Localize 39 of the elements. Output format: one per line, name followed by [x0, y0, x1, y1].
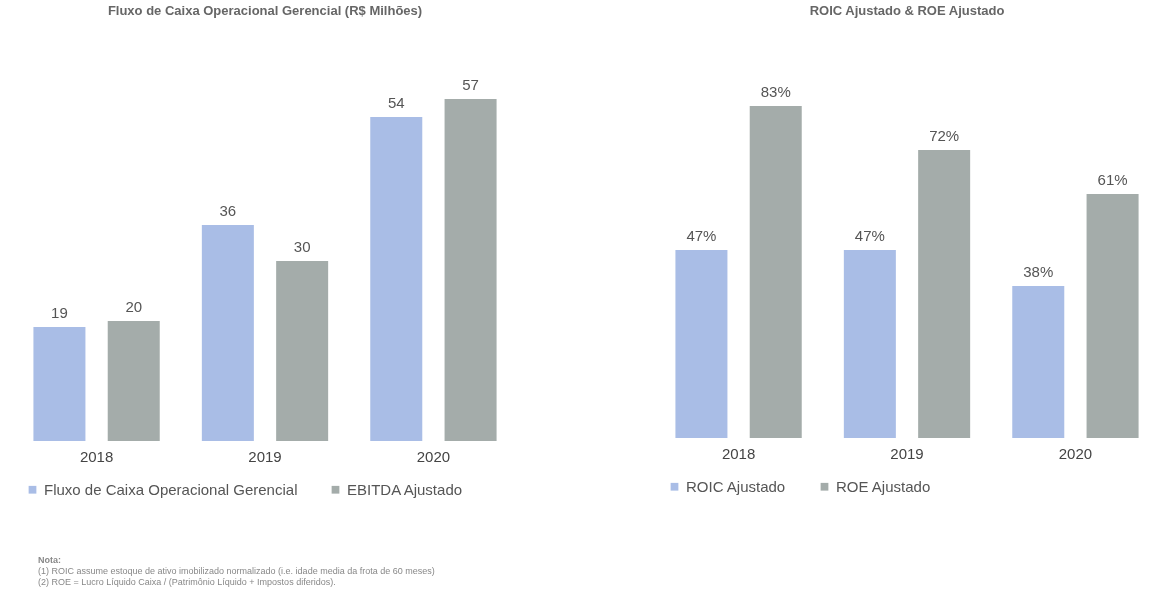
data-label: 83%	[760, 83, 791, 100]
legend-label: Fluxo de Caixa Operacional Gerencial	[44, 480, 298, 498]
data-label: 47%	[854, 227, 885, 244]
bar	[276, 261, 329, 441]
x-tick-label: 2020	[416, 447, 451, 465]
bar	[201, 225, 254, 441]
x-tick-label: 2019	[248, 447, 282, 465]
bar	[107, 321, 160, 441]
data-label: 20	[125, 298, 143, 315]
x-tick-label: 2018	[79, 447, 114, 465]
bar	[918, 150, 971, 438]
bar	[1012, 286, 1065, 438]
chart-title: ROIC Ajustado & ROE Ajustado	[809, 3, 1005, 18]
bar	[1086, 194, 1139, 438]
bar	[843, 250, 896, 438]
legend-label: ROIC Ajustado	[686, 477, 786, 495]
bar	[675, 250, 728, 438]
data-label: 72%	[929, 127, 960, 144]
data-label: 36	[219, 202, 237, 219]
x-tick-label: 2018	[721, 444, 756, 462]
data-label: 47%	[686, 227, 717, 244]
bar	[444, 99, 497, 441]
legend-label: EBITDA Ajustado	[347, 480, 463, 498]
data-label: 38%	[1023, 263, 1054, 280]
text: Nota:	[38, 555, 62, 566]
legend-label: ROE Ajustado	[836, 477, 931, 495]
data-label: 61%	[1097, 171, 1128, 188]
bar	[370, 117, 423, 441]
bar	[749, 106, 802, 438]
data-label: 54	[387, 94, 405, 111]
text: (1) ROIC assume estoque de ativo imobilizado normalizado (i.e. idade media da frota de 60 meses)	[38, 566, 435, 577]
bar	[33, 327, 86, 441]
data-label: 19	[51, 304, 68, 321]
text: (2) ROE = Lucro Líquido Caixa / (Patrimônio Líquido + Impostos diferidos).	[38, 577, 337, 588]
data-label: 30	[293, 238, 311, 255]
data-label: 57	[462, 76, 479, 93]
chart-title: Fluxo de Caixa Operacional Gerencial (R$ Milhões)	[107, 3, 423, 18]
x-tick-label: 2020	[1058, 444, 1093, 462]
x-tick-label: 2019	[890, 444, 924, 462]
